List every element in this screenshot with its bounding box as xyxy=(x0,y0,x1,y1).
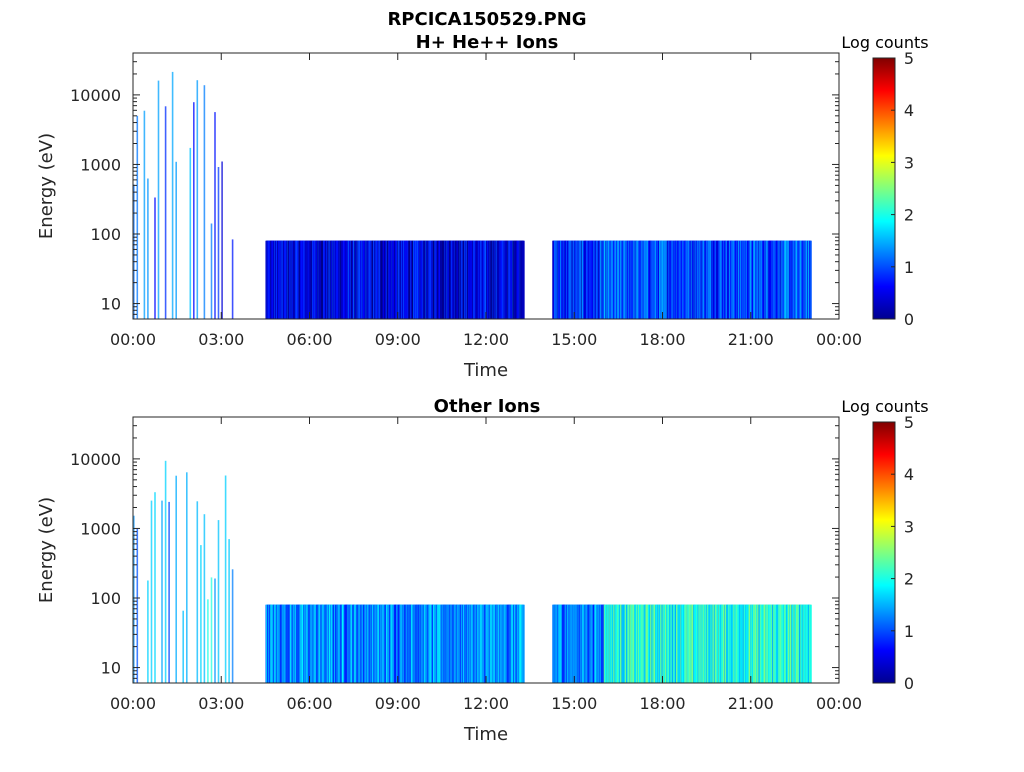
spectrogram-streak xyxy=(133,184,135,319)
colorbar-tick-label: 3 xyxy=(904,517,914,536)
spectrogram-streak xyxy=(203,514,206,683)
colorbar xyxy=(872,57,896,320)
spectrogram-streak xyxy=(809,604,812,683)
spectrogram-streak xyxy=(217,167,220,319)
spectrogram-streak xyxy=(164,106,167,319)
spectrogram-streak xyxy=(221,161,223,319)
spectrogram-streak xyxy=(161,500,163,683)
spectrogram-streak xyxy=(522,604,525,683)
colorbar-tick-label: 2 xyxy=(904,570,914,589)
x-tick-label: 21:00 xyxy=(728,694,774,713)
spectrogram-streak xyxy=(231,569,234,683)
x-tick-label: 15:00 xyxy=(551,694,597,713)
x-tick-label: 00:00 xyxy=(110,694,156,713)
spectrogram-streak xyxy=(224,475,227,683)
spectrogram-streak xyxy=(186,472,188,683)
spectrogram-streak xyxy=(203,85,206,319)
x-tick-label: 06:00 xyxy=(286,694,332,713)
spectrogram-streak xyxy=(164,460,167,683)
spectrogram-streak xyxy=(207,599,209,683)
y-tick-label: 10 xyxy=(101,659,121,678)
x-tick-label: 00:00 xyxy=(110,330,156,349)
spectrogram-streak xyxy=(189,147,192,319)
colorbar-tick-label: 5 xyxy=(904,413,914,432)
spectrogram-streak xyxy=(522,240,525,319)
y-tick-label: 10000 xyxy=(70,450,121,469)
spectrogram-streak xyxy=(231,239,234,319)
spectrogram-streak xyxy=(214,112,216,319)
spectrogram-streak xyxy=(136,115,139,319)
spectrogram-data xyxy=(133,71,812,320)
spectrogram-streak xyxy=(182,610,184,683)
y-axis-label: Energy (eV) xyxy=(36,133,57,239)
spectrogram-streak xyxy=(133,515,135,683)
colorbar-tick-label: 3 xyxy=(904,153,914,172)
colorbar-tick-label: 5 xyxy=(904,49,914,68)
spectrogram-streak xyxy=(193,102,195,319)
spectrogram-streak xyxy=(809,240,812,319)
spectrogram-data xyxy=(133,460,812,683)
y-tick-label: 10000 xyxy=(70,86,121,105)
x-tick-label: 03:00 xyxy=(198,694,244,713)
spectrogram-panel: Other Ions 00:00 03:00 06:00 09:00 12:00 15:00… xyxy=(36,396,929,745)
spectrogram-streak xyxy=(168,501,170,683)
spectrogram-streak xyxy=(136,529,139,683)
x-tick-label: 18:00 xyxy=(639,330,685,349)
panel-title: Other Ions xyxy=(434,396,541,417)
spectrogram-streak xyxy=(147,178,149,319)
spectrogram-streak xyxy=(228,539,230,683)
spectrogram-panel: H+ He++ Ions 00:00 03:00 06:00 09:00 12:00 15:… xyxy=(36,32,929,381)
spectrogram-streak xyxy=(175,161,177,319)
x-tick-label: 15:00 xyxy=(551,330,597,349)
colorbar-label: Log counts xyxy=(841,397,928,416)
colorbar-tick-label: 2 xyxy=(904,206,914,225)
x-tick-label: 06:00 xyxy=(286,330,332,349)
spectrogram-streak xyxy=(196,80,199,319)
y-axis-label: Energy (eV) xyxy=(36,497,57,603)
spectrogram-streak xyxy=(147,580,149,683)
y-tick-label: 10 xyxy=(101,295,121,314)
colorbar xyxy=(872,421,896,684)
x-tick-label: 12:00 xyxy=(463,330,509,349)
y-tick-label: 100 xyxy=(90,589,121,608)
colorbar-tick-label: 4 xyxy=(904,465,914,484)
colorbar-tick-label: 0 xyxy=(904,674,914,693)
x-tick-label: 09:00 xyxy=(375,694,421,713)
colorbar-tick-label: 1 xyxy=(904,258,914,277)
x-tick-label: 18:00 xyxy=(639,694,685,713)
x-tick-label: 12:00 xyxy=(463,694,509,713)
y-tick-label: 1000 xyxy=(80,519,121,538)
spectrogram-streak xyxy=(175,475,177,683)
spectrogram-streak xyxy=(196,501,199,683)
y-tick-label: 1000 xyxy=(80,155,121,174)
spectrogram-streak xyxy=(171,71,174,320)
panel-title: H+ He++ Ions xyxy=(416,32,559,53)
figure-filename-title: RPCICA150529.PNG xyxy=(387,9,586,30)
spectrogram-streak xyxy=(217,520,220,683)
spectrogram-streak xyxy=(154,492,156,683)
colorbar-tick-label: 1 xyxy=(904,622,914,641)
colorbar-tick-label: 0 xyxy=(904,310,914,329)
x-tick-label: 21:00 xyxy=(728,330,774,349)
spectrogram-streak xyxy=(157,80,160,319)
spectrogram-streak xyxy=(210,577,213,683)
spectrogram-streak xyxy=(154,197,156,319)
colorbar-tick-label: 4 xyxy=(904,101,914,120)
x-axis-label: Time xyxy=(463,360,508,381)
spectrogram-streak xyxy=(214,578,216,683)
spectrogram-streak xyxy=(150,500,153,683)
x-tick-label: 00:00 xyxy=(816,330,862,349)
spectrogram-streak xyxy=(200,545,202,683)
x-axis-label: Time xyxy=(463,724,508,745)
x-tick-label: 03:00 xyxy=(198,330,244,349)
colorbar-label: Log counts xyxy=(841,33,928,52)
spectrogram-streak xyxy=(143,110,146,319)
x-tick-label: 09:00 xyxy=(375,330,421,349)
spectrogram-streak xyxy=(210,223,213,319)
y-tick-label: 100 xyxy=(90,225,121,244)
x-tick-label: 00:00 xyxy=(816,694,862,713)
